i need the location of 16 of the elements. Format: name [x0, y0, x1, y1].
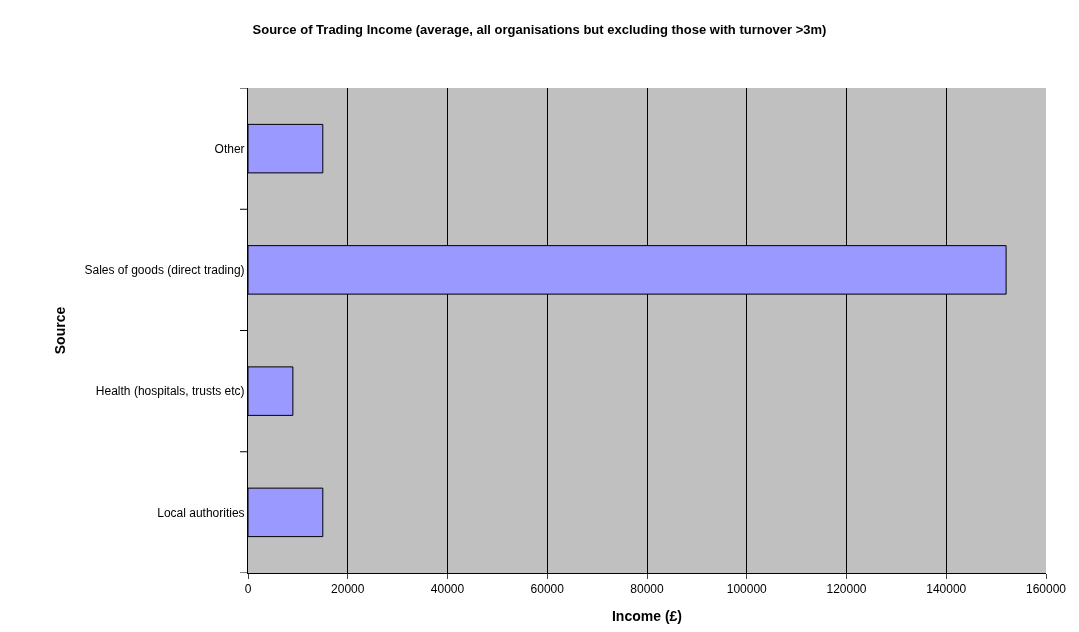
x-tick-label: 160000 [1025, 582, 1067, 597]
x-tick-label: 40000 [430, 582, 465, 597]
y-tick-label: Local authorities [157, 505, 245, 520]
x-tick-label: 0 [244, 582, 252, 597]
chart-title: Source of Trading Income (average, all organisations but excluding those with turnover >3m) [252, 22, 827, 38]
x-axis-title: Income (£) [611, 607, 683, 624]
x-tick-label: 120000 [826, 582, 867, 597]
x-tick-label: 80000 [630, 582, 665, 597]
x-tick-label: 60000 [530, 582, 565, 597]
x-tick-label: 20000 [331, 582, 365, 597]
y-tick-label: Health (hospitals, trusts etc) [95, 384, 245, 399]
y-axis-title: Source [52, 306, 69, 355]
y-tick-label: Sales of goods (direct trading) [84, 263, 245, 278]
x-tick-label: 100000 [726, 582, 768, 597]
y-tick-label: Other [214, 141, 245, 156]
x-tick-label: 140000 [926, 582, 967, 597]
